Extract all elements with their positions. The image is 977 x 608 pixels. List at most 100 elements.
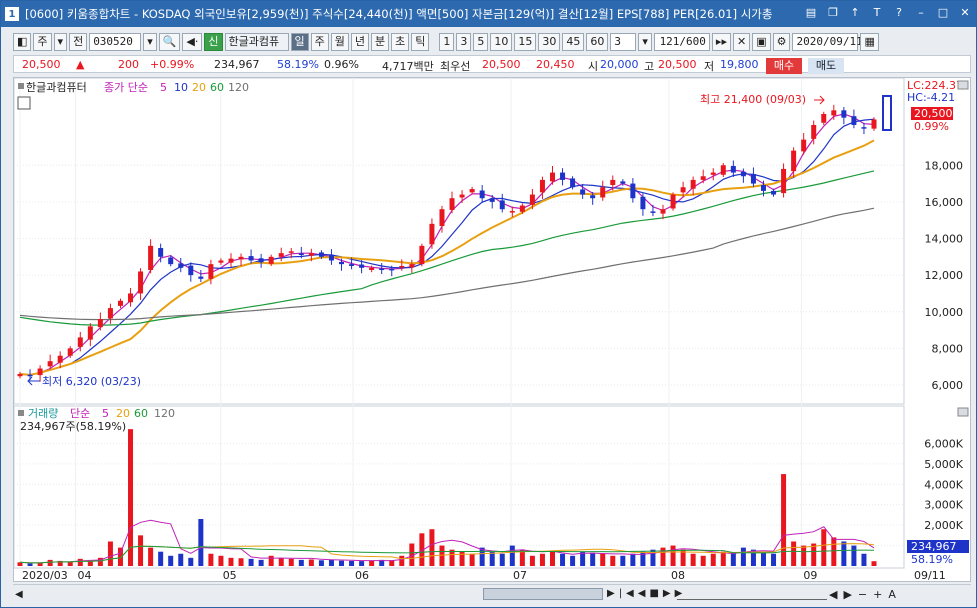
candle [549,172,555,182]
interval-30[interactable]: 30 [538,33,561,51]
window-list-icon[interactable]: ▤ [805,6,817,19]
candle [238,256,244,260]
candle [37,368,43,376]
horizontal-scroll[interactable]: ◀ ▶|◀◀■▶▶ ◀▶−+A [13,584,971,604]
volume-bar [178,553,184,566]
candle [580,189,586,195]
minimize-icon[interactable]: – [918,6,924,19]
count-field[interactable]: 121/600 [653,33,710,51]
pin-icon[interactable]: ↑ [850,6,860,19]
tool-icon[interactable]: ✕ [732,33,751,51]
gear-icon[interactable]: ⚙ [772,33,791,51]
candle [107,308,113,319]
volume-bar [409,543,415,566]
playback-controls[interactable]: ▶|◀◀■▶▶ [607,588,687,599]
tab-minute[interactable]: 분 [371,33,390,51]
volume-bar [248,558,254,566]
tab-second[interactable]: 초 [391,33,410,51]
candle [519,205,525,212]
tab-year[interactable]: 년 [350,33,370,51]
lc-label: LC:224.37 [907,79,963,92]
candle [831,110,837,116]
interval-3[interactable]: 3 [456,33,472,51]
scroll-left-icon[interactable]: ◀ [15,589,23,600]
speaker-icon[interactable]: ◀· [182,33,203,51]
zoom-slider[interactable] [677,588,827,600]
restore-icon[interactable]: ❐ [828,6,838,19]
buy-button[interactable]: 매수 [766,58,802,74]
volume-bar [791,541,797,566]
title-bar: 1 [0600] 키움종합차트 - KOSDAQ 외국인보유[2,959(천)]… [1,1,976,27]
volume-bar [499,553,505,566]
volume-axis-label: 3,000K [924,499,963,512]
volume-bar [128,429,134,566]
vol-ma120-label: 120 [154,407,175,420]
period-select[interactable]: 주 [33,33,52,51]
chart-svg[interactable]: 18,000 16,000 14,000 12,000 10,000 8,000 6,000… [13,77,970,582]
interval-60[interactable]: 60 [586,33,609,51]
tab-month[interactable]: 월 [330,33,349,51]
interval-input[interactable]: 3 [610,33,637,51]
sell-button[interactable]: 매도 [808,58,844,74]
tab-tick[interactable]: 틱 [411,33,430,51]
current-price: 20,500 [22,58,61,71]
candle [781,168,787,194]
volume-value: 234,967 [214,58,260,71]
volume-bar [47,559,53,566]
price-axis-label: 14,000 [925,233,964,246]
save-icon[interactable]: ▣ [752,33,771,51]
volume-bar [640,551,646,566]
candle [288,251,294,253]
stock-code-input[interactable]: 030520 [89,33,142,51]
interval-dropdown-icon[interactable]: ▾ [638,33,652,51]
hc-label: HC:-4.21 [907,91,955,104]
interval-10[interactable]: 10 [490,33,513,51]
volume-bar [198,519,204,566]
candle [590,195,596,199]
tab-day[interactable]: 일 [290,33,309,51]
volume-bar [349,560,355,566]
tab-week[interactable]: 주 [310,33,329,51]
chart-area[interactable]: 18,000 16,000 14,000 12,000 10,000 8,000 6,000… [13,77,971,582]
volume-bar [27,563,33,566]
close-icon[interactable]: ✕ [960,6,970,19]
candle [17,374,23,377]
interval-1[interactable]: 1 [439,33,455,51]
low-price: 19,800 [720,58,759,71]
candle [750,174,756,184]
calendar-icon[interactable]: ▦ [860,33,879,51]
interval-5[interactable]: 5 [473,33,489,51]
panel-max-icon[interactable] [957,407,969,417]
candle [57,355,63,363]
new-signal-button[interactable]: 신 [204,33,223,51]
code-dropdown-icon[interactable]: ▾ [143,33,157,51]
scroll-thumb[interactable] [483,588,603,600]
nav-icon[interactable]: ▸▸ [711,33,731,51]
volume-bar [821,529,827,566]
layout-icon[interactable]: ◧ [13,33,32,51]
turnover: 0.96% [324,58,359,71]
help-icon[interactable]: ? [896,6,902,19]
quote-bar: 20,500 ▲ 200 +0.99% 234,967 58.19% 0.96%… [13,55,971,74]
maximize-icon[interactable]: □ [937,6,949,19]
interval-45[interactable]: 45 [562,33,585,51]
text-icon[interactable]: T [873,6,881,19]
date-input[interactable]: 2020/09/11 [792,33,863,51]
volume-bar [489,551,495,566]
interval-15[interactable]: 15 [514,33,537,51]
zoom-controls[interactable]: ◀▶−+A [829,588,902,601]
candle [318,252,324,257]
candle [308,253,314,256]
volume-bar [399,555,405,566]
volume-bar [560,553,566,566]
candle [851,116,857,125]
search-icon[interactable]: 🔍 [158,33,181,51]
volume-bar [549,551,555,566]
price-legend-ma-label: 종가 단순 [104,81,148,94]
ma120-label: 120 [228,81,249,94]
prev-button[interactable]: 전 [69,33,88,51]
candle [459,194,465,198]
period-dropdown-icon[interactable]: ▾ [53,33,68,51]
table-view-icon[interactable] [17,96,31,110]
price-panel-max-icon[interactable] [957,80,969,90]
